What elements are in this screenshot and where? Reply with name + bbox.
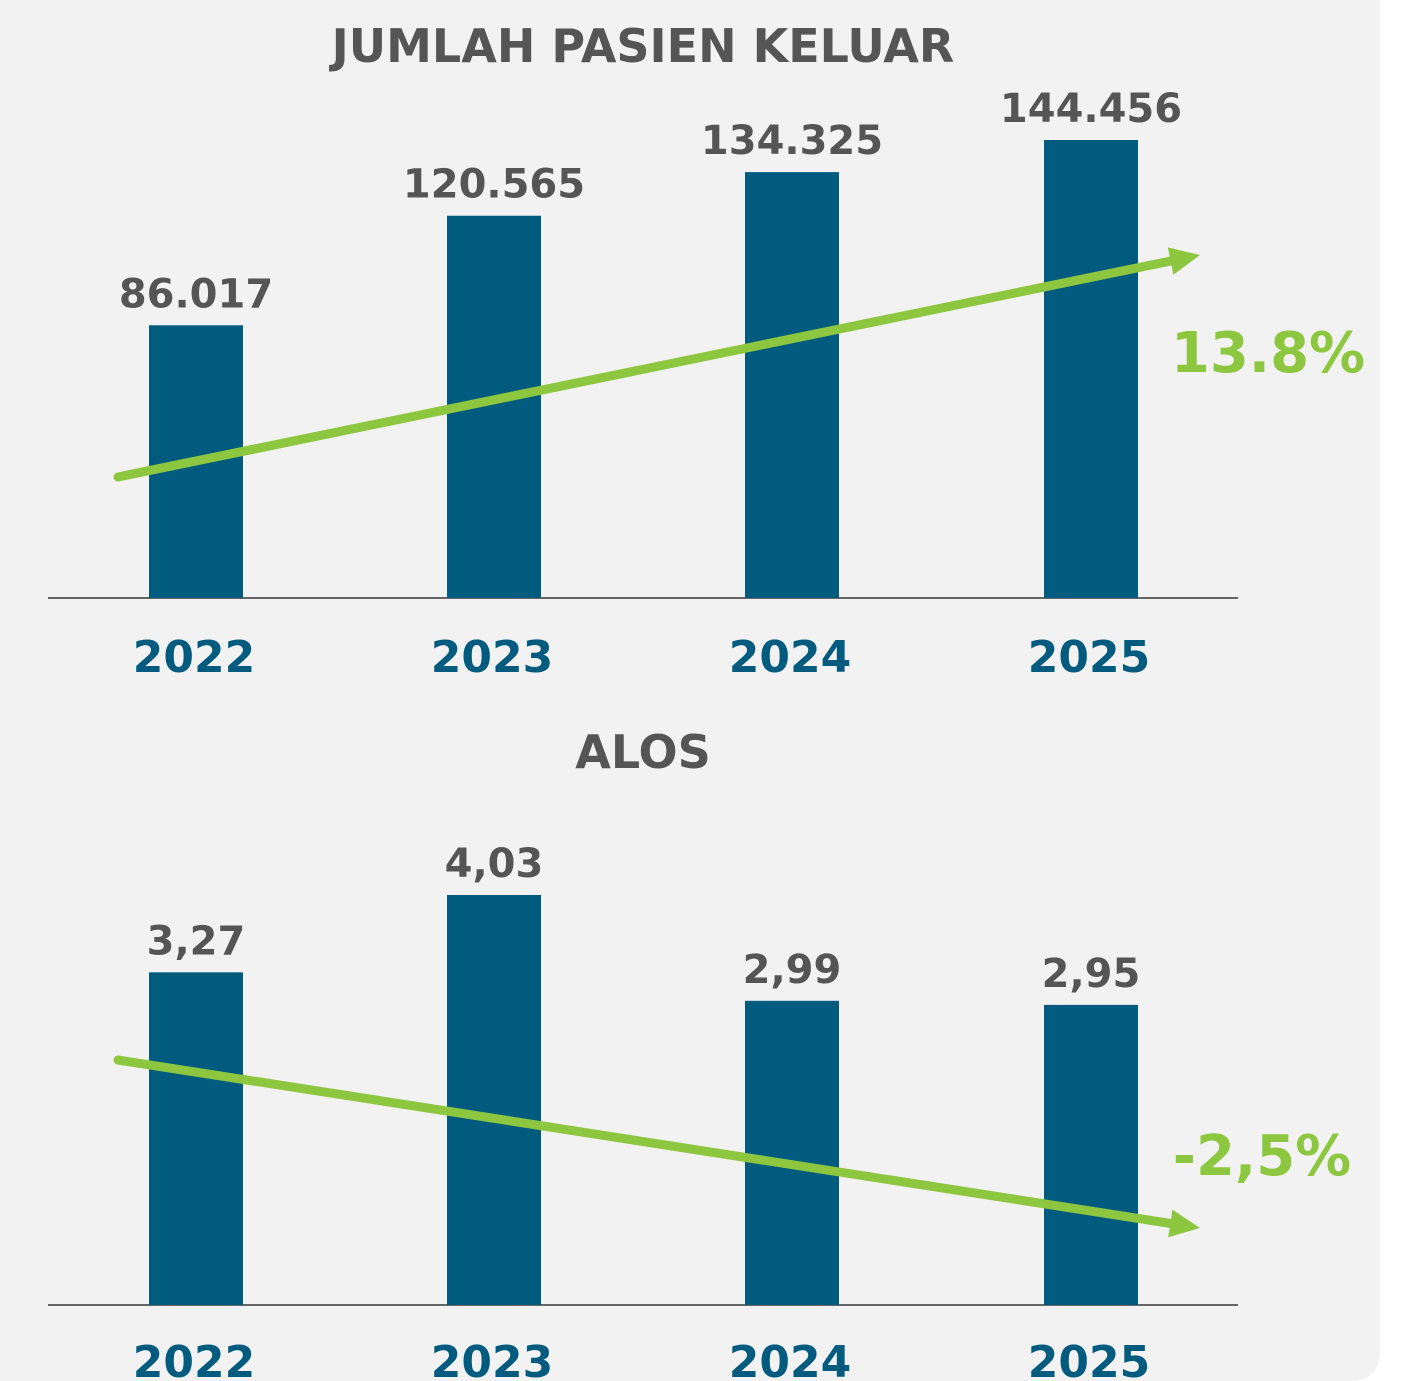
x-tick-label: 2025 <box>1028 632 1150 683</box>
data-label: 120.565 <box>403 162 585 208</box>
data-label: 86.017 <box>119 271 273 317</box>
x-tick-label: 2022 <box>133 1337 255 1381</box>
trend-arrowhead <box>1168 1209 1200 1238</box>
chart-title: JUMLAH PASIEN KELUAR <box>329 19 955 73</box>
bar <box>745 1000 839 1305</box>
x-tick-label: 2025 <box>1028 1337 1150 1381</box>
bar <box>149 972 243 1305</box>
data-label: 2,95 <box>1042 951 1141 997</box>
bar <box>1044 1004 1138 1305</box>
x-tick-label: 2024 <box>729 1337 851 1381</box>
data-label: 2,99 <box>743 947 842 993</box>
data-label: 3,27 <box>147 918 246 964</box>
bar <box>745 172 839 599</box>
x-tick-label: 2023 <box>431 632 553 683</box>
x-tick-label: 2024 <box>729 632 851 683</box>
trend-arrowhead <box>1167 247 1200 275</box>
trend-arrow <box>113 256 1176 482</box>
bar <box>447 895 541 1305</box>
chart-title: ALOS <box>575 725 711 779</box>
bar <box>1044 140 1138 598</box>
x-tick-label: 2022 <box>133 632 255 683</box>
data-label: 134.325 <box>701 118 883 164</box>
background <box>0 0 1380 1381</box>
trend-arrow <box>113 1055 1175 1228</box>
data-label: 4,03 <box>445 841 544 887</box>
x-tick-label: 2023 <box>431 1337 553 1381</box>
annotation: -2,5% <box>1173 1124 1352 1189</box>
data-label: 144.456 <box>1000 86 1182 132</box>
annotation: 13.8% <box>1171 321 1365 386</box>
